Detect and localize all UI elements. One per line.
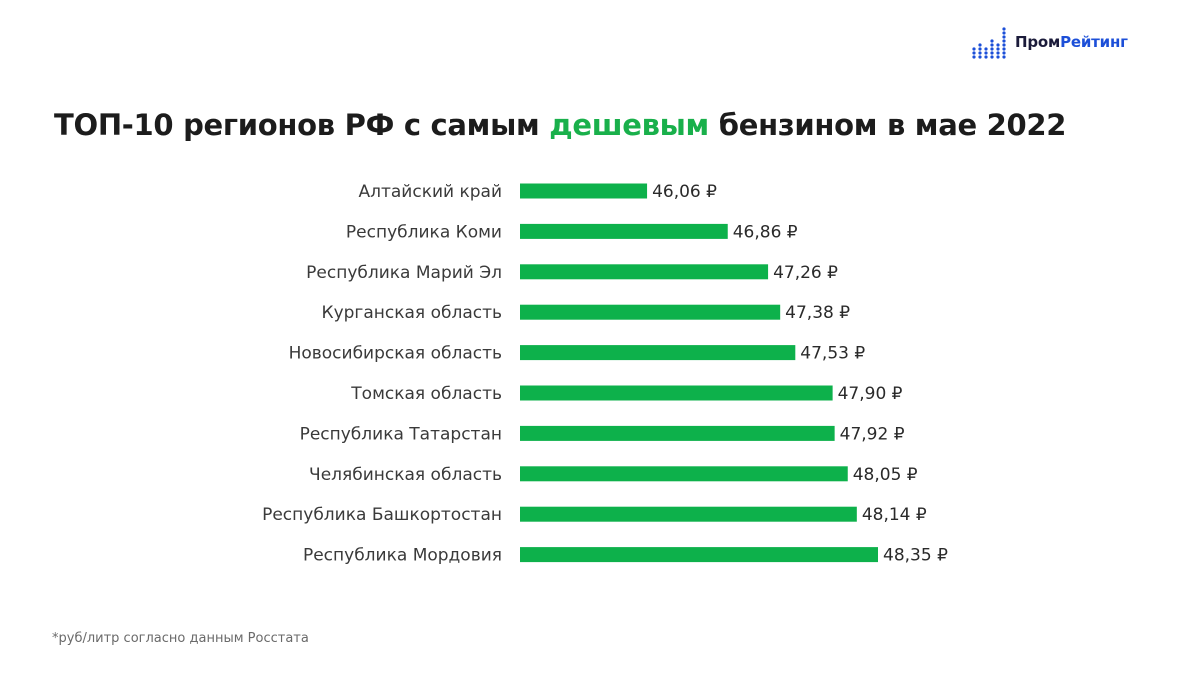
- bar-row: Томская область 47,90 ₽: [350, 384, 902, 404]
- bar-row: Алтайский край 46,06 ₽: [358, 182, 717, 202]
- bar-row: Курганская область 47,38 ₽: [322, 303, 851, 323]
- value-label: 48,05 ₽: [853, 465, 918, 485]
- brand-name-part2: Рейтинг: [1060, 33, 1128, 51]
- category-label: Республика Башкортостан: [262, 505, 502, 525]
- bar: [520, 506, 857, 522]
- title-after: бензином в мае 2022: [708, 108, 1067, 142]
- value-label: 48,35 ₽: [883, 546, 948, 566]
- value-label: 46,06 ₽: [652, 182, 717, 202]
- chart-title: ТОП-10 регионов РФ с самым дешевым бензи…: [54, 108, 1066, 142]
- category-label: Томская область: [350, 384, 502, 404]
- bar-row: Челябинская область 48,05 ₽: [309, 465, 918, 485]
- category-label: Республика Марий Эл: [306, 263, 502, 283]
- bar: [520, 425, 835, 441]
- bar-row: Новосибирская область 47,53 ₽: [289, 344, 866, 364]
- category-label: Курганская область: [322, 303, 502, 323]
- value-label: 46,86 ₽: [733, 222, 798, 242]
- bar-chart-icon: [972, 27, 1006, 59]
- brand-logo[interactable]: ПромРейтинг: [971, 24, 1128, 60]
- bar-row: Республика Коми 46,86 ₽: [346, 222, 798, 242]
- bar: [520, 547, 878, 563]
- bar-row: Республика Марий Эл 47,26 ₽: [306, 263, 838, 283]
- value-label: 47,38 ₽: [785, 303, 850, 323]
- bar: [520, 223, 728, 239]
- bar-row: Республика Татарстан 47,92 ₽: [300, 424, 905, 444]
- value-label: 47,26 ₽: [773, 263, 838, 283]
- bar: [520, 183, 648, 199]
- bar: [520, 304, 781, 320]
- bar: [520, 466, 848, 482]
- category-label: Республика Татарстан: [300, 424, 502, 444]
- title-highlight: дешевым: [549, 108, 709, 142]
- value-label: 48,14 ₽: [862, 505, 927, 525]
- bar-row: Республика Мордовия 48,35 ₽: [303, 546, 948, 566]
- bar: [520, 345, 796, 361]
- category-label: Челябинская область: [309, 465, 502, 485]
- source-footnote: *руб/литр согласно данным Росстата: [52, 631, 309, 646]
- value-label: 47,90 ₽: [838, 384, 903, 404]
- category-label: Алтайский край: [358, 182, 502, 202]
- bar: [520, 385, 833, 401]
- brand-name: ПромРейтинг: [1015, 33, 1128, 51]
- brand-name-part1: Пром: [1015, 33, 1061, 51]
- bar-row: Республика Башкортостан 48,14 ₽: [262, 505, 927, 525]
- bar: [520, 264, 769, 280]
- category-label: Новосибирская область: [289, 344, 502, 364]
- category-label: Республика Мордовия: [303, 546, 502, 566]
- value-label: 47,92 ₽: [840, 424, 905, 444]
- title-before: ТОП-10 регионов РФ с самым: [54, 108, 550, 142]
- value-label: 47,53 ₽: [800, 344, 865, 364]
- category-label: Республика Коми: [346, 222, 502, 242]
